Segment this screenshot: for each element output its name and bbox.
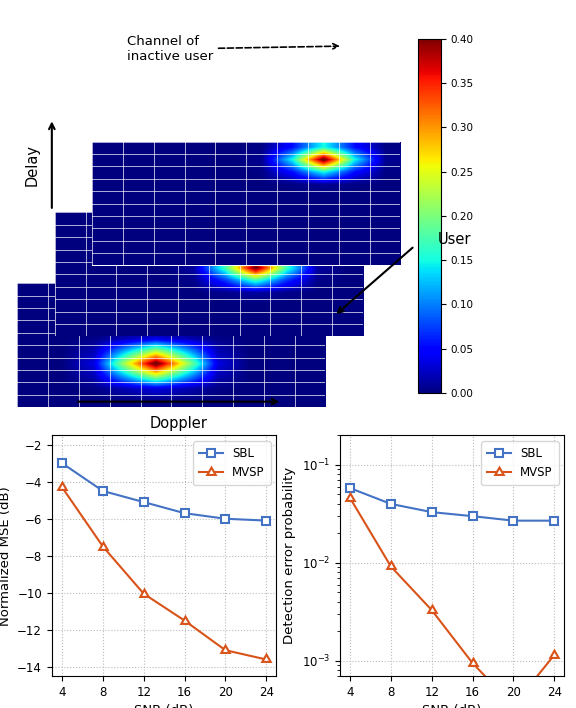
X-axis label: SNR (dB): SNR (dB) (422, 704, 482, 708)
MVSP (181, 617, 188, 625)
Line: MVSP: MVSP (345, 493, 559, 708)
MVSP (222, 646, 229, 654)
Text: Channel of
inactive user: Channel of inactive user (127, 35, 338, 63)
MVSP (429, 606, 435, 615)
SBL (181, 509, 188, 518)
Line: MVSP: MVSP (57, 482, 271, 664)
SBL (263, 516, 270, 525)
Text: Delay: Delay (24, 144, 39, 185)
MVSP (551, 651, 558, 659)
SBL (141, 498, 147, 506)
SBL (59, 459, 66, 467)
MVSP (510, 702, 517, 708)
SBL (222, 515, 229, 523)
Y-axis label: Normalized MSE (dB): Normalized MSE (dB) (0, 486, 12, 626)
MVSP (100, 542, 107, 551)
SBL (551, 516, 558, 525)
SBL (510, 516, 517, 525)
SBL (388, 500, 395, 508)
Text: User: User (438, 232, 471, 246)
Y-axis label: Detection error probability: Detection error probability (283, 467, 296, 644)
Legend: SBL, MVSP: SBL, MVSP (193, 441, 271, 485)
MVSP (141, 590, 147, 598)
MVSP (59, 483, 66, 491)
SBL (347, 484, 354, 492)
SBL (469, 512, 476, 520)
MVSP (347, 493, 354, 502)
Line: SBL: SBL (346, 484, 558, 525)
SBL (429, 508, 435, 516)
MVSP (388, 562, 395, 571)
MVSP (263, 655, 270, 663)
Line: SBL: SBL (58, 459, 270, 525)
SBL (100, 486, 107, 495)
X-axis label: SNR (dB): SNR (dB) (134, 704, 194, 708)
MVSP (469, 659, 476, 668)
Text: Doppler: Doppler (150, 416, 207, 431)
Legend: SBL, MVSP: SBL, MVSP (481, 441, 559, 485)
